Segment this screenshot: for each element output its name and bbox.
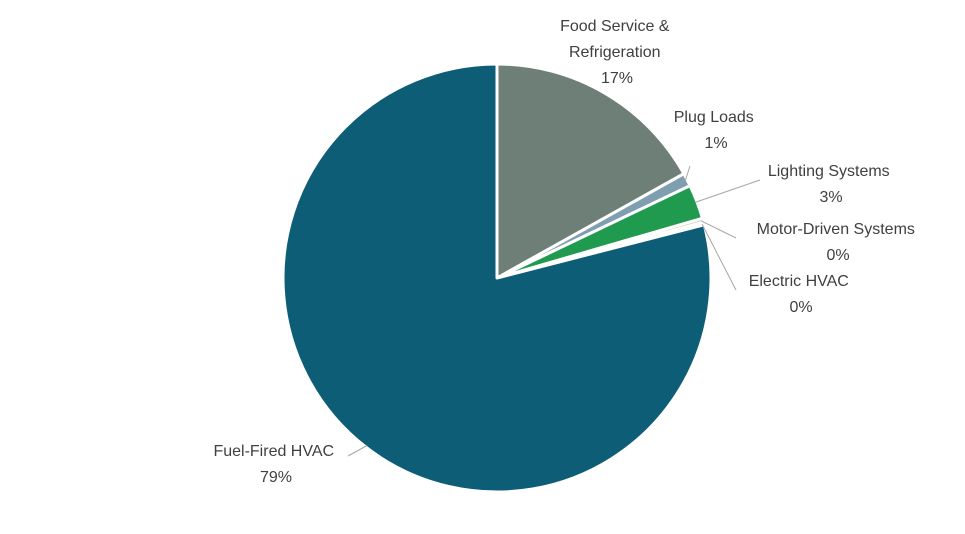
label-lighting: Lighting Systems 3%: [768, 163, 894, 206]
label-lighting-value: 3%: [819, 189, 842, 206]
label-electric-hvac: Electric HVAC 0%: [749, 273, 854, 316]
label-fuel-fired-hvac: Fuel-Fired HVAC 79%: [213, 443, 338, 486]
label-motor-driven: Motor-Driven Systems 0%: [757, 221, 920, 264]
leader-fuel-fired-hvac: [347, 445, 368, 457]
label-plug-loads: Plug Loads 1%: [674, 109, 759, 152]
slice-food-service: [495, 62, 686, 280]
slice-fuel-fired-hvac: [281, 62, 713, 494]
label-plug-loads-value: 1%: [704, 135, 727, 152]
label-plug-loads-name: Plug Loads: [674, 109, 754, 126]
label-food-service: Food Service & Refrigeration 17%: [560, 18, 674, 87]
label-motor-driven-value: 0%: [826, 247, 849, 264]
label-lighting-name: Lighting Systems: [768, 163, 890, 180]
label-food-service-value: 17%: [601, 70, 633, 87]
label-fuel-fired-hvac-value: 79%: [260, 469, 292, 486]
label-food-service-line2: Refrigeration: [569, 44, 661, 61]
label-food-service-line1: Food Service &: [560, 18, 670, 35]
leader-motor-driven: [700, 220, 737, 239]
label-fuel-fired-hvac-name: Fuel-Fired HVAC: [213, 443, 334, 460]
leader-lines: [347, 165, 761, 457]
label-electric-hvac-name: Electric HVAC: [749, 273, 849, 290]
leader-plug-loads: [684, 165, 691, 181]
label-motor-driven-name: Motor-Driven Systems: [757, 221, 915, 238]
leader-lighting: [694, 179, 761, 203]
label-electric-hvac-value: 0%: [789, 299, 812, 316]
pie-slices: [281, 62, 713, 494]
leader-electric-hvac: [701, 223, 737, 291]
